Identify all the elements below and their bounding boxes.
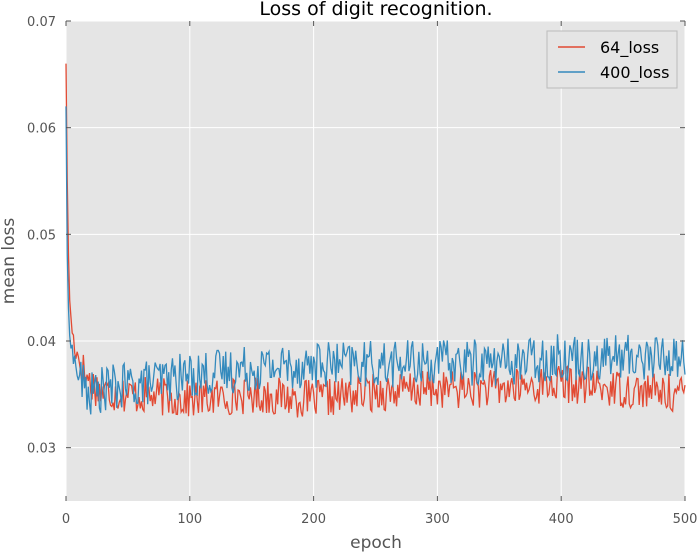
legend-label-400-loss: 400_loss <box>600 63 669 83</box>
x-tick-label: 0 <box>62 512 70 527</box>
series-line-400-loss <box>65 106 686 415</box>
x-tick-label: 100 <box>177 512 202 527</box>
x-axis-label: epoch <box>350 533 402 552</box>
x-tick-label: 200 <box>301 512 326 527</box>
chart-title: Loss of digit recognition. <box>259 0 492 20</box>
series-line-64-loss <box>65 63 686 418</box>
y-tick-label: 0.04 <box>27 335 56 350</box>
legend-label-64-loss: 64_loss <box>600 38 659 58</box>
y-tick-label: 0.05 <box>27 228 56 243</box>
y-tick-label: 0.06 <box>27 122 56 137</box>
grid-lines <box>65 20 686 501</box>
y-tick-label: 0.03 <box>27 442 56 457</box>
plot-area <box>66 21 685 501</box>
x-tick-label: 300 <box>425 512 450 527</box>
legend: 64_loss 400_loss <box>546 30 678 89</box>
legend-box <box>546 30 678 89</box>
x-tick-label: 500 <box>673 512 697 527</box>
y-tick-label: 0.07 <box>27 15 56 30</box>
x-tick-label: 400 <box>549 512 574 527</box>
y-axis-label: mean loss <box>0 218 19 305</box>
series-layer <box>65 63 686 418</box>
tick-layer: 0 100 200 300 400 500 0.03 0.04 0.05 0.06 0.07 <box>27 15 697 527</box>
